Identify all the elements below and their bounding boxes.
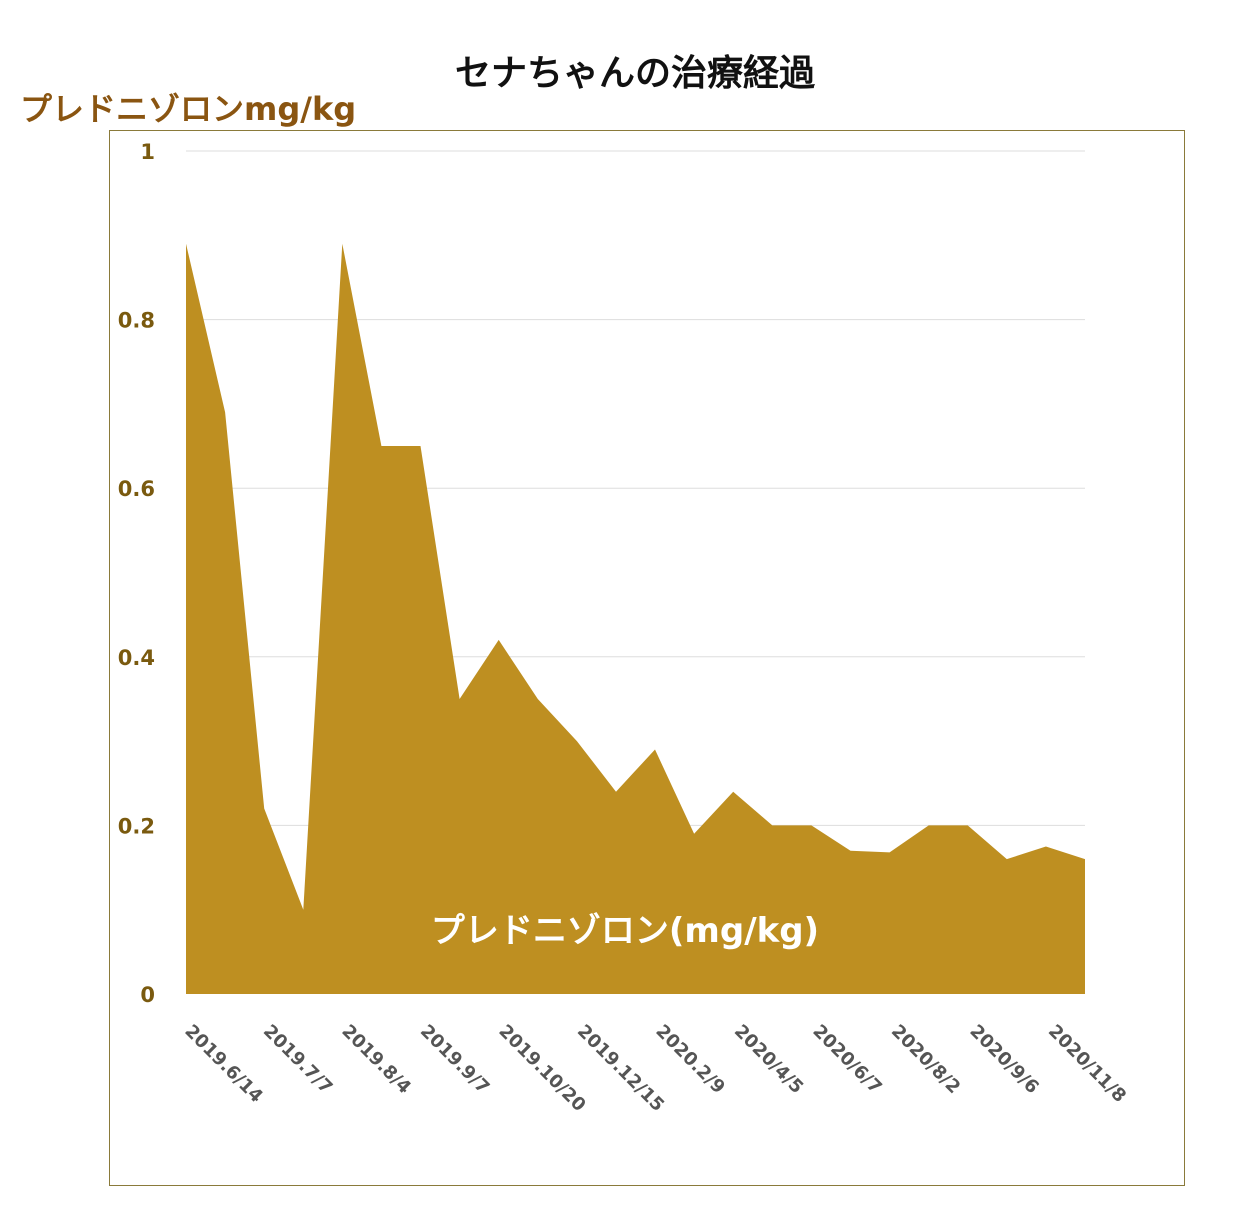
y-tick-label: 1 <box>140 140 155 164</box>
x-tick-label: 2019.6/14 <box>180 1021 266 1107</box>
x-tick-label: 2019.7/7 <box>259 1021 336 1098</box>
area-fill <box>186 243 1085 994</box>
x-tick-label: 2020/4/5 <box>730 1021 807 1098</box>
y-tick-label: 0.4 <box>118 646 155 670</box>
y-tick-label: 0.6 <box>118 477 155 501</box>
y-tick-label: 0.2 <box>118 814 155 838</box>
y-axis-title: プレドニゾロンmg/kg <box>20 90 357 128</box>
series-label: プレドニゾロン(mg/kg) <box>431 911 819 951</box>
plot-frame <box>109 130 1185 1186</box>
x-tick-label: 2019.8/4 <box>337 1021 414 1098</box>
y-tick-label: 0.8 <box>118 309 155 333</box>
x-tick-label: 2020/9/6 <box>965 1021 1042 1098</box>
x-tick-label: 2020.2/9 <box>651 1021 728 1098</box>
chart-title: セナちゃんの治療経過 <box>454 53 815 94</box>
x-tick-label: 2020/6/7 <box>808 1021 885 1098</box>
y-axis-ticks: 0 0.2 0.4 0.6 0.8 1 <box>118 140 155 1007</box>
x-tick-label: 2019.9/7 <box>416 1021 493 1098</box>
x-tick-label: 2020/8/2 <box>887 1021 964 1098</box>
x-tick-label: 2020/11/8 <box>1044 1021 1130 1107</box>
area-series <box>186 243 1085 994</box>
y-tick-label: 0 <box>140 983 155 1007</box>
